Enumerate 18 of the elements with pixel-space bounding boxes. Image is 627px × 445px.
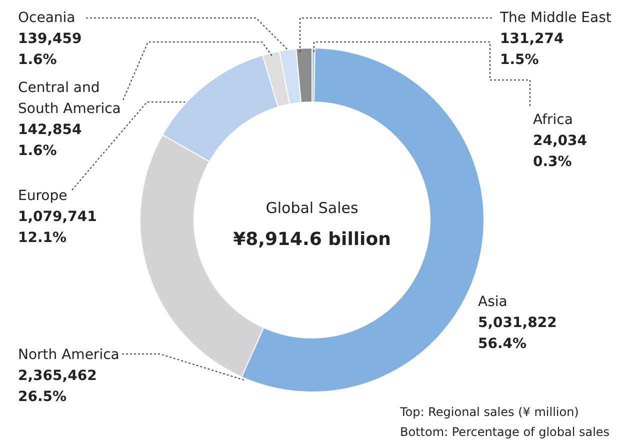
slice-label: Africa [533,112,573,128]
text: ¥8,914.6 billion [233,229,391,250]
slice-label: Europe [18,188,68,204]
text: Global Sales [266,199,358,217]
slice-label: Central and South America [18,80,121,117]
data-label: 1,079,741 12.1% [18,209,97,246]
slice-label: North America [18,347,120,363]
text: Bottom: Percentage of global sales [400,425,610,439]
data-label: 139,459 1.6% [18,31,82,68]
slice-label: Asia [478,294,508,310]
text: Top: Regional sales (¥ million) [399,405,579,419]
slice-label: Oceania [18,10,76,26]
data-label: 5,031,822 56.4% [478,315,557,352]
data-label: 24,034 0.3% [533,133,588,170]
data-label: 2,365,462 26.5% [18,368,97,405]
data-label: 142,854 1.6% [18,122,82,159]
data-label: 131,274 1.5% [500,31,564,68]
slice-label: The Middle East [499,10,612,26]
